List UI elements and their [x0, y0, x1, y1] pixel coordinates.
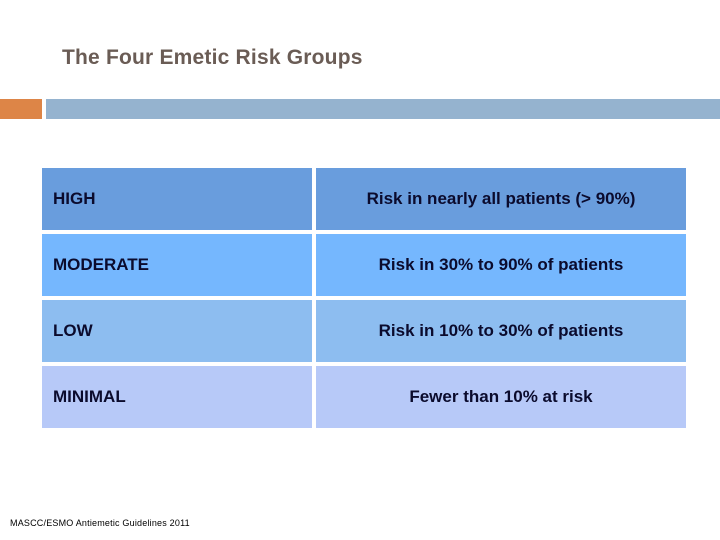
risk-row-moderate-label: MODERATE — [42, 234, 312, 296]
risk-row-high-description: Risk in nearly all patients (> 90%) — [316, 168, 686, 230]
slide-title: The Four Emetic Risk Groups — [62, 46, 363, 69]
accent-orange-block — [0, 99, 42, 119]
risk-row-minimal-label: MINIMAL — [42, 366, 312, 428]
risk-row-high-label: HIGH — [42, 168, 312, 230]
risk-row-low-label: LOW — [42, 300, 312, 362]
risk-table: HIGH Risk in nearly all patients (> 90%)… — [42, 168, 686, 428]
risk-row-low-description: Risk in 10% to 30% of patients — [316, 300, 686, 362]
risk-row-minimal-description: Fewer than 10% at risk — [316, 366, 686, 428]
risk-row-moderate-description: Risk in 30% to 90% of patients — [316, 234, 686, 296]
footer-citation: MASCC/ESMO Antiemetic Guidelines 2011 — [10, 518, 190, 528]
accent-blue-bar — [46, 99, 720, 119]
